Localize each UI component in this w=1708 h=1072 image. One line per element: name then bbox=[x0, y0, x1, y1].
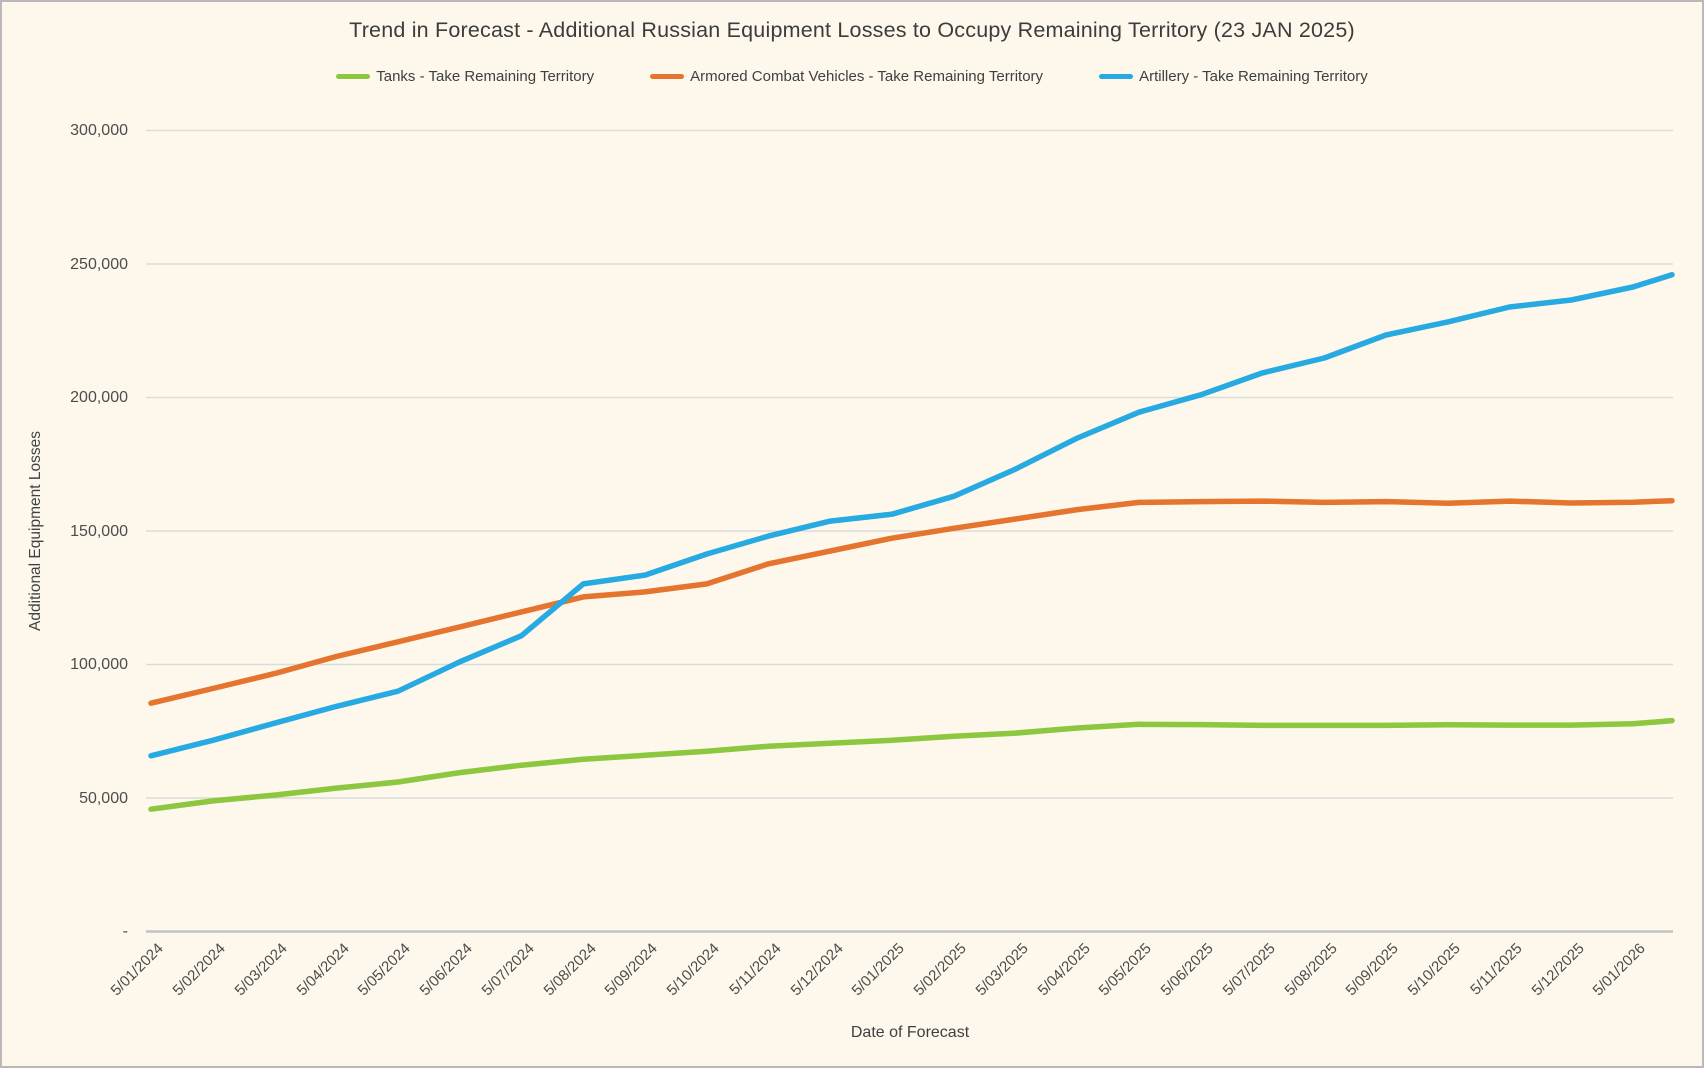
chart-title: Trend in Forecast - Additional Russian E… bbox=[349, 18, 1355, 42]
series-line-armored[interactable] bbox=[148, 498, 1675, 706]
legend-item-artillery[interactable]: Artillery - Take Remaining Territory bbox=[1099, 68, 1368, 85]
legend-label: Tanks - Take Remaining Territory bbox=[376, 68, 595, 85]
series-line-tanks[interactable] bbox=[148, 717, 1675, 812]
legend: Tanks - Take Remaining Territory Armored … bbox=[2, 68, 1702, 85]
y-axis-title: Additional Equipment Losses bbox=[27, 431, 44, 631]
legend-item-armored[interactable]: Armored Combat Vehicles - Take Remaining… bbox=[650, 68, 1043, 85]
y-tick-label: 200,000 bbox=[70, 389, 128, 406]
legend-swatch bbox=[336, 74, 371, 79]
y-tick-label: 300,000 bbox=[70, 122, 128, 139]
y-tick-label: 50,000 bbox=[79, 789, 128, 807]
legend-label: Artillery - Take Remaining Territory bbox=[1139, 68, 1368, 85]
y-tick-label: - bbox=[122, 923, 128, 940]
legend-swatch bbox=[650, 74, 685, 79]
series-line-artillery[interactable] bbox=[148, 271, 1675, 759]
legend-item-tanks[interactable]: Tanks - Take Remaining Territory bbox=[336, 68, 594, 85]
legend-label: Armored Combat Vehicles - Take Remaining… bbox=[690, 68, 1044, 85]
y-tick-label: 100,000 bbox=[70, 656, 128, 673]
y-tick-label: 150,000 bbox=[70, 522, 128, 540]
legend-swatch bbox=[1099, 74, 1134, 79]
x-axis-title: Date of Forecast bbox=[850, 1024, 970, 1041]
y-tick-label: 250,000 bbox=[70, 255, 128, 273]
